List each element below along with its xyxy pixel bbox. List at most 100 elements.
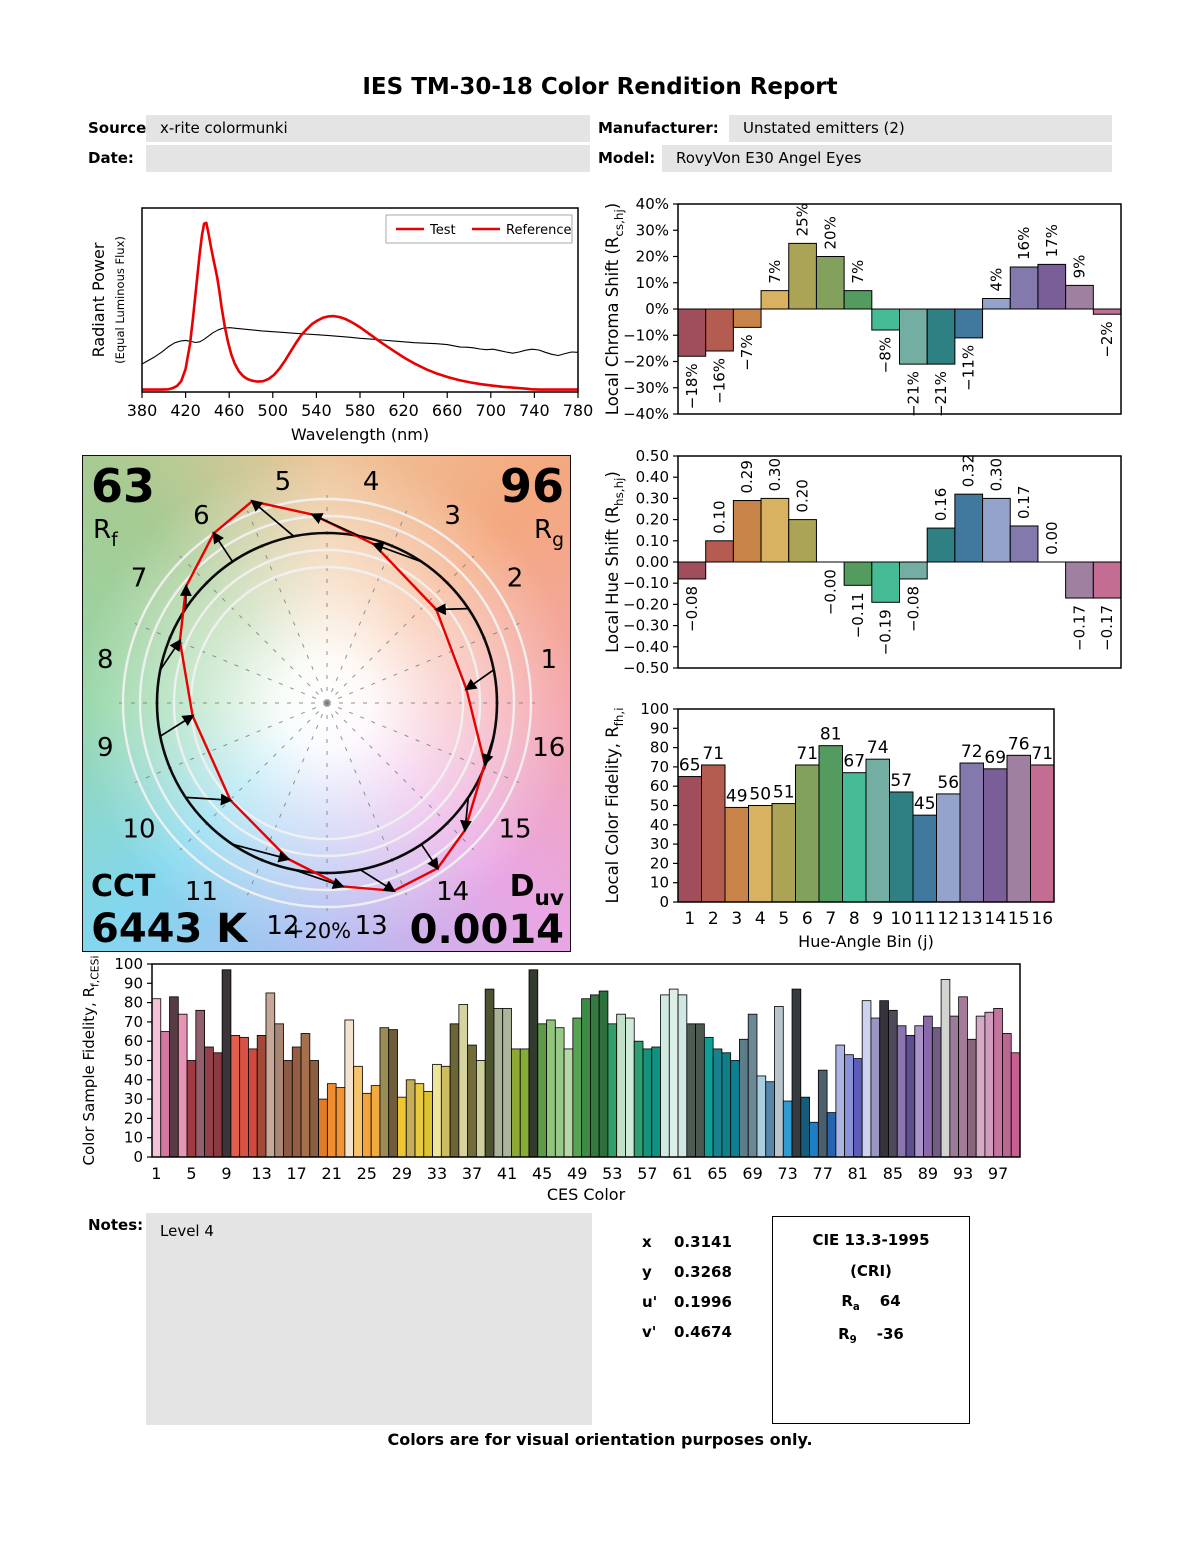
svg-text:−16%: −16% [711, 358, 729, 404]
svg-text:−0.19: −0.19 [877, 609, 895, 655]
svg-text:6: 6 [802, 909, 813, 929]
svg-text:50: 50 [124, 1052, 143, 1070]
svg-text:9: 9 [97, 733, 114, 763]
svg-text:−0.17: −0.17 [1098, 605, 1116, 651]
svg-text:49: 49 [726, 786, 748, 806]
svg-text:16%: 16% [1015, 227, 1033, 260]
svg-text:10%: 10% [636, 274, 669, 292]
svg-text:420: 420 [170, 401, 201, 420]
chromaticity-y-value: 0.3268 [674, 1263, 732, 1281]
cri-r9-symbol: R [838, 1325, 850, 1343]
svg-text:−0.40: −0.40 [623, 638, 669, 656]
svg-text:380: 380 [127, 401, 158, 420]
svg-text:51: 51 [773, 783, 795, 803]
cri-r9-subscript: 9 [849, 1335, 857, 1346]
svg-text:20: 20 [650, 854, 669, 872]
svg-text:660: 660 [432, 401, 463, 420]
svg-text:13: 13 [961, 909, 983, 929]
svg-text:9: 9 [221, 1164, 231, 1183]
svg-text:69: 69 [984, 748, 1006, 768]
chromaticity-u-label: u' [642, 1293, 658, 1311]
cri-r9-row: R9 -36 [773, 1325, 969, 1346]
local-hue-shift-chart: 0.500.400.300.200.100.00−0.10−0.20−0.30−… [603, 447, 1122, 677]
svg-text:0%: 0% [645, 300, 669, 318]
spectral-power-distribution-chart: 380 420 460 500 540 580 620 660 700 740 780 Wavelen… [89, 207, 593, 444]
svg-text:0.10: 0.10 [711, 500, 729, 533]
svg-text:−10%: −10% [623, 326, 669, 344]
svg-text:1: 1 [684, 909, 695, 929]
svg-text:15: 15 [498, 815, 531, 845]
svg-text:0.40: 0.40 [636, 468, 669, 486]
svg-text:11: 11 [185, 877, 218, 907]
svg-text:70: 70 [650, 758, 669, 776]
svg-text:81: 81 [820, 725, 842, 745]
svg-text:−2%: −2% [1098, 321, 1116, 357]
svg-text:80: 80 [124, 994, 143, 1012]
chromaticity-row-u: u' 0.1996 [642, 1293, 732, 1323]
svg-text:61: 61 [672, 1164, 692, 1183]
chromaticity-row-v: v' 0.4674 [642, 1323, 732, 1353]
local-chroma-shift-chart: 40% 30% 20% 10% 0% −10% −20% −30% −40% −18% −16% −7… [603, 195, 1122, 423]
svg-text:50: 50 [650, 797, 669, 815]
svg-text:30: 30 [650, 835, 669, 853]
cri-ra-subscript: a [852, 1302, 860, 1313]
svg-text:7%: 7% [849, 260, 867, 284]
svg-text:−21%: −21% [904, 371, 922, 417]
svg-text:0.50: 0.50 [636, 447, 669, 465]
svg-text:−0.20: −0.20 [623, 595, 669, 613]
svg-text:45: 45 [532, 1164, 552, 1183]
date-value [146, 145, 590, 172]
svg-text:−0.08: −0.08 [683, 586, 701, 632]
chromaticity-v-label: v' [642, 1323, 657, 1341]
svg-text:10: 10 [890, 909, 912, 929]
svg-text:72: 72 [961, 742, 983, 762]
svg-text:14: 14 [436, 877, 469, 907]
cri-r9-value: -36 [876, 1325, 904, 1343]
chromaticity-y-label: y [642, 1263, 652, 1281]
svg-text:13: 13 [251, 1164, 271, 1183]
svg-text:3: 3 [444, 501, 461, 531]
svg-text:70: 70 [124, 1013, 143, 1031]
svg-text:93: 93 [953, 1164, 973, 1183]
svg-text:−0.17: −0.17 [1071, 605, 1089, 651]
svg-text:100: 100 [114, 955, 143, 973]
svg-text:100: 100 [640, 700, 669, 718]
svg-text:20: 20 [124, 1109, 143, 1127]
svg-text:0.0014: 0.0014 [410, 907, 564, 953]
svg-text:7: 7 [825, 909, 836, 929]
svg-text:Rf: Rf [93, 515, 118, 551]
svg-text:21: 21 [322, 1164, 342, 1183]
chromaticity-u-value: 0.1996 [674, 1293, 732, 1311]
svg-text:20%: 20% [821, 216, 839, 249]
svg-text:Radiant Power: Radiant Power [89, 242, 108, 357]
footer-note: Colors are for visual orientation purpos… [387, 1430, 813, 1449]
svg-text:57: 57 [637, 1164, 657, 1183]
svg-text:10: 10 [122, 815, 155, 845]
svg-text:0.30: 0.30 [987, 458, 1005, 491]
svg-text:65: 65 [707, 1164, 727, 1183]
cri-title: CIE 13.3-1995 [812, 1231, 930, 1249]
svg-text:12: 12 [937, 909, 959, 929]
chromaticity-coordinates: x 0.3141 y 0.3268 u' 0.1996 v' 0.4674 [642, 1233, 732, 1353]
svg-text:25: 25 [357, 1164, 377, 1183]
svg-text:69: 69 [742, 1164, 762, 1183]
svg-text:4: 4 [363, 467, 380, 497]
cri-ra-row: Ra 64 [773, 1292, 969, 1313]
svg-text:45: 45 [914, 794, 936, 814]
svg-text:CES Color: CES Color [547, 1185, 626, 1204]
svg-text:+20%: +20% [287, 919, 351, 943]
svg-text:500: 500 [258, 401, 289, 420]
svg-text:17: 17 [286, 1164, 306, 1183]
svg-text:0.29: 0.29 [738, 460, 756, 493]
svg-text:12: 12 [266, 911, 299, 941]
svg-text:Local Chroma Shift (Rcs,hj): Local Chroma Shift (Rcs,hj) [603, 203, 626, 415]
svg-text:Hue-Angle Bin (j): Hue-Angle Bin (j) [798, 932, 934, 951]
model-value: RovyVon E30 Angel Eyes [662, 145, 1112, 172]
svg-text:−0.00: −0.00 [821, 569, 839, 615]
svg-text:Local Hue Shift (Rhs,hj): Local Hue Shift (Rhs,hj) [603, 471, 626, 653]
svg-text:0.30: 0.30 [636, 489, 669, 507]
svg-text:−11%: −11% [960, 345, 978, 391]
svg-text:9%: 9% [1071, 255, 1089, 279]
svg-text:49: 49 [567, 1164, 587, 1183]
